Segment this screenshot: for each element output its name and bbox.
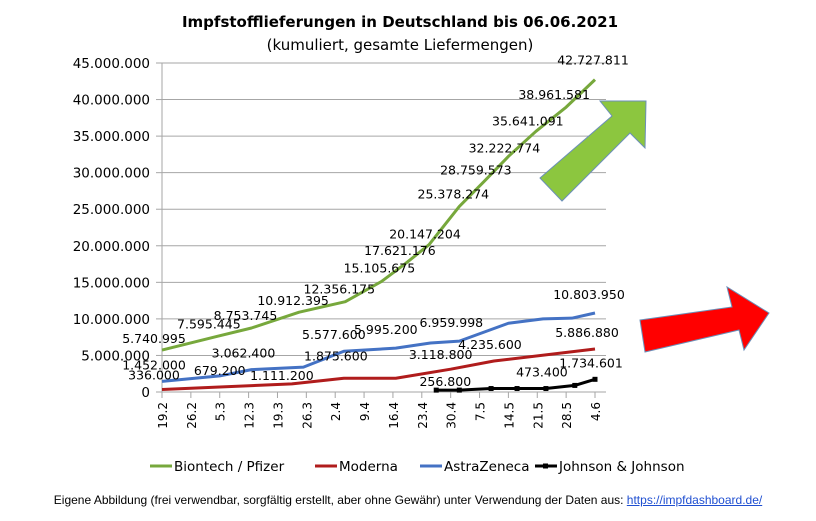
legend-label: AstraZeneca (444, 459, 530, 475)
series-lines (161, 78, 598, 393)
x-tick-label: 30.4 (445, 402, 459, 429)
data-marker (572, 382, 578, 388)
data-label: 28.759.573 (440, 163, 512, 178)
legend-item: AstraZeneca (420, 459, 530, 475)
data-label: 5.577.600 (302, 327, 366, 342)
data-label: 10.912.395 (257, 293, 329, 308)
x-tick-label: 19.2 (156, 402, 170, 429)
data-label: 1.452.000 (122, 357, 186, 372)
y-tick-label: 35.000.000 (73, 129, 150, 145)
legend-label: Johnson & Johnson (558, 459, 685, 475)
red-right-arrow (639, 285, 770, 353)
data-label: 7.595.445 (177, 316, 241, 331)
data-label: 15.105.675 (344, 261, 416, 276)
data-label: 6.959.998 (420, 315, 484, 330)
data-label: 5.886.880 (555, 325, 619, 340)
data-marker (592, 376, 598, 382)
x-tick-label: 4.6 (589, 402, 603, 421)
source-link[interactable]: https://impfdashboard.de/ (626, 493, 763, 507)
data-label: 1.875.600 (304, 348, 368, 363)
data-label: 1.734.601 (559, 355, 623, 370)
data-label: 25.378.274 (418, 186, 490, 201)
y-tick-label: 10.000.000 (73, 312, 150, 328)
x-tick-label: 16.4 (387, 402, 401, 429)
x-tick-label: 5.3 (214, 402, 228, 421)
data-label: 32.222.774 (469, 140, 541, 155)
data-label: 38.961.581 (518, 87, 590, 102)
data-label: 336.000 (128, 368, 180, 383)
y-tick-label: 45.000.000 (73, 56, 150, 72)
y-tick-label: 15.000.000 (73, 275, 150, 291)
data-label: 12.356.175 (304, 282, 376, 297)
data-label: 1.111.200 (250, 368, 314, 383)
x-tick-label: 23.4 (416, 402, 430, 429)
data-label: 5.740.995 (122, 331, 186, 346)
gridlines (162, 62, 606, 356)
x-tick-label: 28.5 (560, 402, 574, 429)
series-line-astrazeneca (161, 311, 596, 383)
data-label: 8.753.745 (214, 308, 278, 323)
x-tick-label: 26.2 (185, 402, 199, 429)
data-marker (456, 387, 462, 393)
data-label: 35.641.091 (492, 113, 564, 128)
data-marker (543, 386, 549, 392)
x-tick-label: 12.3 (243, 402, 257, 429)
data-label: 20.147.204 (389, 227, 461, 242)
x-tick-label: 9.4 (358, 402, 372, 421)
data-label: 5.995.200 (354, 322, 418, 337)
y-tick-label: 20.000.000 (73, 239, 150, 255)
legend-item: Moderna (315, 459, 398, 475)
series-line-moderna (161, 347, 596, 392)
annotation-arrows (539, 100, 770, 353)
data-label: 679.200 (194, 363, 246, 378)
series-line-biontech-pfizer (161, 78, 597, 352)
x-axis: 19.2 26.2 5.3 12.3 19.3 26.3 2.4 9.4 16.4 23.4 30.… (156, 391, 606, 429)
legend-label: Moderna (339, 459, 398, 475)
footer-text: Eigene Abbildung (frei verwendbar, sorgf… (53, 493, 627, 507)
data-label: 42.727.811 (557, 53, 629, 68)
x-tick-label: 14.5 (502, 402, 516, 429)
data-label: 3.118.800 (409, 347, 473, 362)
data-label: 473.400 (516, 365, 568, 380)
y-tick-label: 25.000.000 (73, 202, 150, 218)
chart-title: Impfstofflieferungen in Deutschland bis … (182, 13, 618, 31)
x-tick-label: 2.4 (329, 402, 343, 421)
data-label: 4.235.600 (458, 337, 522, 352)
footer: Eigene Abbildung (frei verwendbar, sorgf… (0, 493, 816, 507)
y-tick-label: 30.000.000 (73, 166, 150, 182)
legend-item: Biontech / Pfizer (150, 459, 285, 475)
data-label: 256.800 (419, 374, 471, 389)
y-tick-label: 5.000.000 (81, 348, 150, 364)
data-labels: 5.740.9957.595.4458.753.74510.912.39512.… (122, 53, 629, 390)
data-marker (514, 386, 520, 392)
green-up-arrow (539, 100, 647, 202)
y-tick-label: 0 (141, 385, 150, 401)
legend-item: Johnson & Johnson (535, 459, 685, 475)
x-tick-label: 7.5 (474, 402, 488, 421)
data-marker (488, 386, 494, 392)
x-tick-label: 21.5 (531, 402, 545, 429)
legend-marker (543, 463, 548, 469)
y-tick-label: 40.000.000 (73, 93, 150, 109)
y-axis: 0 5.000.000 10.000.000 15.000.000 20.000.000… (73, 56, 163, 401)
data-marker (433, 387, 439, 393)
x-tick-label: 26.3 (300, 402, 314, 429)
data-label: 17.621.176 (364, 243, 436, 258)
data-label: 10.803.950 (553, 287, 625, 302)
x-tick-label: 19.3 (271, 402, 285, 429)
legend-label: Biontech / Pfizer (174, 459, 285, 475)
data-label: 3.062.400 (212, 346, 276, 361)
chart-subtitle: (kumuliert, gesamte Liefermengen) (267, 36, 534, 54)
legend: Biontech / Pfizer Moderna AstraZeneca Johns… (150, 459, 685, 475)
